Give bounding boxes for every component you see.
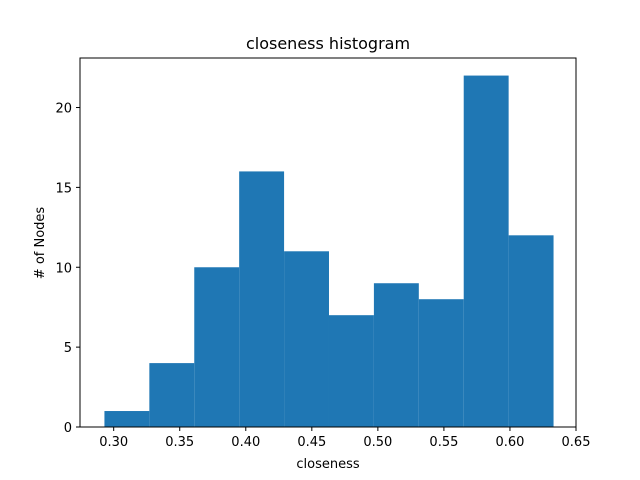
plot-area: 0.30 0.35 0.40 0.45 0.50 0.55 0.60 0.65 0 5 10 15 2…	[55, 57, 590, 450]
x-tick-label: 0.55	[429, 435, 458, 450]
x-tick-label: 0.40	[231, 435, 260, 450]
histogram-bar	[373, 283, 419, 427]
y-axis-ticks: 0 5 10 15 20	[55, 102, 80, 436]
bars-group	[104, 75, 554, 428]
histogram-bar	[284, 251, 329, 427]
y-tick-label: 5	[64, 341, 72, 356]
x-tick-label: 0.50	[363, 435, 392, 450]
x-axis-label: closeness	[296, 457, 359, 472]
y-tick-label: 15	[55, 181, 72, 196]
x-tick-label: 0.30	[99, 435, 128, 450]
x-axis-ticks: 0.30 0.35 0.40 0.45 0.50 0.55 0.60 0.65	[99, 427, 590, 450]
y-tick-label: 10	[55, 261, 72, 276]
x-tick-label: 0.45	[297, 435, 326, 450]
chart-title: closeness histogram	[246, 34, 410, 53]
axes-frame	[79, 57, 577, 428]
y-tick-label: 20	[55, 102, 72, 117]
histogram-bar	[104, 411, 150, 427]
histogram-bar	[194, 267, 240, 427]
x-tick-label: 0.35	[165, 435, 194, 450]
x-tick-label: 0.65	[562, 435, 591, 450]
histogram-bar	[239, 171, 285, 427]
histogram-bar	[328, 315, 374, 427]
histogram-bar	[508, 235, 554, 427]
histogram-bar	[149, 363, 195, 427]
y-axis-label: # of Nodes	[33, 207, 48, 280]
histogram-bar	[418, 299, 464, 427]
histogram-bar	[463, 75, 509, 428]
y-tick-label: 0	[64, 421, 72, 436]
x-tick-label: 0.60	[495, 435, 524, 450]
